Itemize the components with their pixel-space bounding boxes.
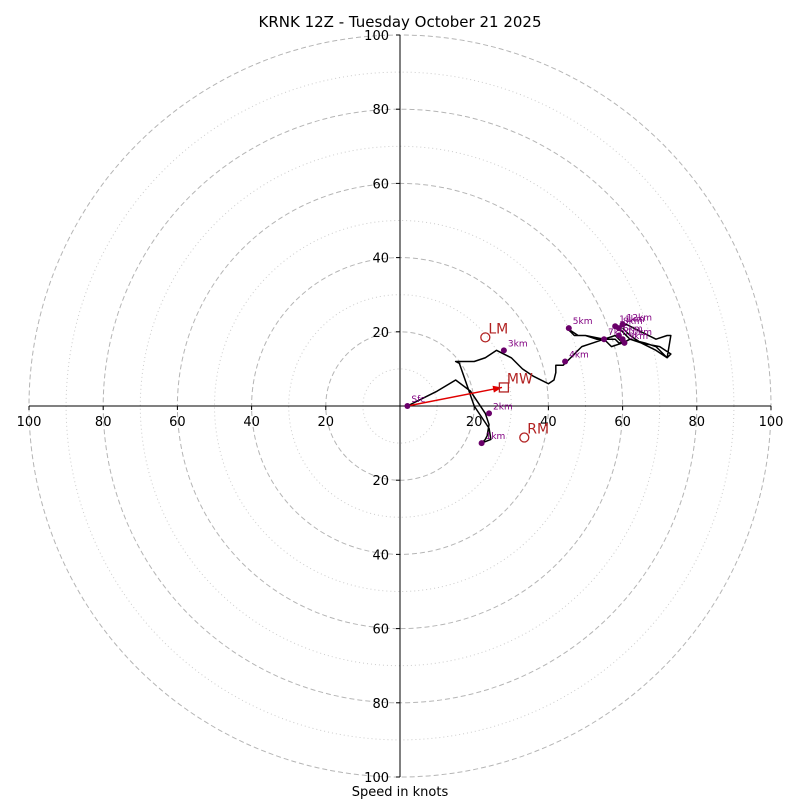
height-label-3km: 3km [508, 339, 528, 349]
height-label-6km: 6km [623, 325, 643, 335]
motion-label-RM: RM [527, 422, 549, 438]
x-tick-label: 40 [540, 415, 557, 430]
x-tick-label: 100 [759, 415, 784, 430]
y-tick-label: 40 [372, 252, 389, 267]
x-ticks: 100 80 60 40 20 20 40 60 80 100 [17, 406, 784, 430]
y-tick-label: 80 [372, 103, 389, 118]
x-tick-label: 80 [95, 415, 112, 430]
y-tick-label: 20 [372, 474, 389, 489]
y-tick-label: 100 [364, 29, 389, 44]
height-point-11km [612, 323, 619, 330]
height-point-7km [601, 336, 608, 343]
height-label-9km: 9km [628, 332, 648, 342]
height-label-8km: 8km [623, 317, 643, 327]
x-tick-label: 20 [318, 415, 335, 430]
x-tick-label: 20 [466, 415, 483, 430]
y-tick-label: 60 [372, 177, 389, 192]
motion-marker-LM [480, 332, 491, 343]
shear-vector-line [407, 386, 503, 407]
height-point-5km [565, 325, 572, 332]
motion-label-LM: LM [488, 321, 508, 337]
height-point-4km [562, 358, 569, 365]
chart-title: KRNK 12Z - Tuesday October 21 2025 [258, 13, 541, 31]
y-tick-label: 100 [364, 771, 389, 786]
x-axis-label: Speed in knots [352, 785, 449, 800]
height-point-3km [500, 347, 507, 354]
y-tick-label: 40 [372, 548, 389, 563]
height-point-12km [619, 321, 626, 328]
height-label-2km: 2km [493, 402, 513, 412]
height-label-7km: 7km [608, 328, 628, 338]
height-point-6km [615, 332, 622, 339]
height-label-10km: 10km [627, 328, 652, 338]
motion-label-MW: MW [507, 371, 533, 387]
height-label-Sfc: Sfc [411, 395, 425, 405]
motion-marker-RM [519, 432, 530, 443]
x-tick-label: 60 [614, 415, 631, 430]
height-point-2km [486, 410, 493, 417]
height-label-1km: 1km [486, 432, 506, 442]
y-ticks: 100 80 60 40 20 20 40 60 80 100 [364, 29, 400, 786]
height-label-4km: 4km [569, 350, 589, 360]
hodograph-trace [407, 323, 672, 444]
motion-marker-MW [498, 382, 510, 393]
x-tick-label: 40 [243, 415, 260, 430]
y-tick-label: 60 [372, 623, 389, 638]
height-point-Sfc [404, 403, 411, 409]
height-point-10km [619, 336, 626, 343]
y-tick-label: 80 [372, 697, 389, 712]
height-label-12km: 12km [627, 313, 652, 323]
height-point-1km [478, 440, 485, 447]
x-tick-label: 60 [169, 415, 186, 430]
x-tick-label: 100 [17, 415, 42, 430]
height-label-11km: 11km [619, 315, 644, 325]
x-tick-label: 80 [689, 415, 706, 430]
height-label-5km: 5km [573, 317, 593, 327]
y-tick-label: 20 [372, 326, 389, 341]
storm-motion-markers: LM MW RM [480, 321, 549, 443]
